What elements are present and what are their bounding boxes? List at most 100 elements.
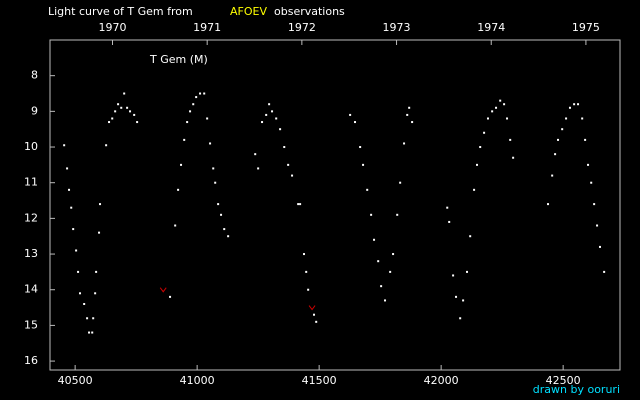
point [227,235,230,238]
point [557,138,560,141]
point [283,146,286,149]
point [120,106,123,109]
point [483,131,486,134]
point [593,203,596,206]
point [98,231,101,234]
point [403,142,406,145]
x2-tick-label: 1971 [193,21,221,34]
point [377,260,380,263]
point [136,121,139,124]
point [479,146,482,149]
point [95,270,98,273]
point [462,299,465,302]
point [561,128,564,131]
point [380,285,383,288]
point [452,274,455,277]
y-tick-label: 15 [24,318,38,331]
point [177,188,180,191]
point-marked [308,305,316,311]
point [406,113,409,116]
point [491,110,494,113]
point [75,249,78,252]
y-tick-label: 10 [24,140,38,153]
x2-tick-label: 1975 [572,21,600,34]
point [291,174,294,177]
point [469,235,472,238]
point [551,174,554,177]
point [66,167,69,170]
y-tick-label: 9 [31,104,38,117]
point [305,270,308,273]
point [603,270,606,273]
point [265,113,268,116]
x-tick-label: 41000 [180,374,215,387]
point [315,320,318,323]
plot-frame [49,39,621,371]
y-tick-label: 14 [24,283,38,296]
point [199,92,202,95]
point [459,317,462,320]
point [362,163,365,166]
point [86,317,89,320]
point [354,121,357,124]
point [587,163,590,166]
point [279,128,282,131]
point [297,203,300,206]
point [287,163,290,166]
point [399,181,402,184]
point [114,110,117,113]
point [129,110,132,113]
series-label: T Gem (M) [149,53,208,66]
point [448,220,451,223]
y-tick-label: 11 [24,176,38,189]
point [77,270,80,273]
x-tick-label: 42000 [424,374,459,387]
x2-tick-label: 1972 [288,21,316,34]
point [209,142,212,145]
point [203,92,206,95]
point-marked [159,287,167,293]
point [554,153,557,156]
point [499,99,502,102]
point [577,103,580,106]
point [299,203,302,206]
point [568,106,571,109]
point [411,121,414,124]
x-tick-label: 41500 [302,374,337,387]
point [133,113,136,116]
point [565,117,568,120]
point [220,213,223,216]
point [512,156,515,159]
point [359,146,362,149]
point [105,144,108,147]
point [83,303,86,305]
point [217,203,220,206]
point [63,144,66,147]
x2-tick-label: 1974 [477,21,505,34]
x-tick-label: 42500 [546,374,581,387]
x2-tick-label: 1970 [98,21,126,34]
point [473,188,476,191]
x-tick-label: 40500 [58,374,93,387]
chart-title-suffix: observations [274,5,345,18]
point [212,167,215,170]
point [349,113,352,116]
point [174,224,177,227]
y-tick-label: 12 [24,211,38,224]
point [99,203,102,206]
point [183,138,186,141]
point [189,110,192,113]
y-tick-label: 16 [24,354,38,367]
point [108,121,111,124]
point [598,245,601,248]
chart-title-highlight: AFOEV [230,5,267,18]
point [370,213,373,216]
point [392,253,395,256]
point [446,206,449,209]
point [455,295,458,298]
point [254,153,257,156]
point [506,117,509,120]
point [275,117,278,120]
x2-tick-label: 1973 [383,21,411,34]
